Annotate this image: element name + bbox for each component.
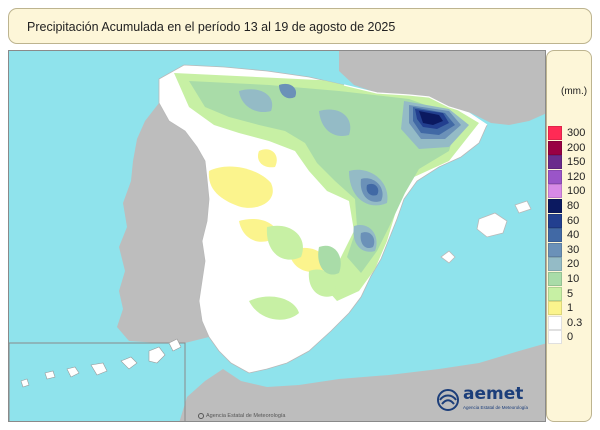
- canary-inset-frame: [9, 342, 186, 421]
- aemet-logo-text: aemet: [463, 384, 524, 404]
- legend-swatch: [548, 228, 562, 243]
- zone-1mm: [208, 166, 273, 208]
- map-title-box: Precipitación Acumulada en el período 13…: [8, 8, 592, 44]
- legend-swatch: [548, 184, 562, 199]
- legend-swatch: [548, 301, 562, 316]
- menorca-island: [514, 200, 532, 214]
- aemet-logo-icon: [437, 389, 459, 411]
- legend-label: 10: [567, 273, 580, 285]
- legend-item: 0: [547, 330, 593, 345]
- map-title: Precipitación Acumulada en el período 13…: [27, 20, 396, 34]
- legend-item: 5: [547, 286, 593, 301]
- legend-label: 200: [567, 141, 586, 154]
- legend-item: 40: [547, 228, 593, 243]
- zone-5mm: [249, 296, 299, 320]
- ibiza-island: [440, 250, 456, 264]
- legend-swatch: [548, 169, 562, 184]
- legend-item: 10: [547, 272, 593, 286]
- legend-label: 0.3: [567, 316, 583, 329]
- legend-item: 0.3: [547, 315, 593, 330]
- zone-80mm: [419, 111, 443, 125]
- legend-label: 120: [567, 170, 586, 183]
- zone-40mm: [366, 183, 379, 196]
- legend-item: 20: [547, 257, 593, 272]
- legend-swatch: [548, 286, 562, 301]
- legend-item: 120: [547, 169, 593, 184]
- legend-item: 300: [547, 126, 593, 140]
- zone-5mm: [266, 225, 303, 260]
- legend-swatch: [548, 330, 562, 345]
- legend-item: 60: [547, 213, 593, 228]
- credit-text: Agencia Estatal de Meteorología: [206, 413, 286, 419]
- legend-label: 150: [567, 156, 586, 169]
- zone-5mm: [308, 269, 336, 297]
- zone-10mm: [189, 81, 459, 273]
- legend-item: 30: [547, 242, 593, 257]
- canary-islands: [20, 338, 182, 388]
- legend-swatch: [548, 242, 562, 257]
- legend-swatch: [548, 140, 562, 155]
- map-svg: [9, 51, 545, 421]
- legend-swatch: [548, 257, 562, 272]
- legend-label: 60: [567, 214, 580, 227]
- legend-label: 1: [567, 302, 574, 315]
- legend-label: 100: [567, 185, 586, 198]
- legend-swatch: [548, 126, 562, 140]
- legend-swatch: [548, 155, 562, 170]
- legend-item: 100: [547, 184, 593, 199]
- legend-swatch: [548, 315, 562, 330]
- legend-panel: (mm.) 300 200 150 120 100 80 60 40 30 20 10 5 1 0.3 0: [546, 50, 592, 422]
- precipitation-map: [8, 50, 546, 422]
- north-africa-landmass: [179, 343, 545, 421]
- aemet-logo: aemet Agencia Estatal de Meteorología: [436, 384, 536, 416]
- legend-item: 80: [547, 199, 593, 213]
- copyright-icon: [198, 413, 204, 419]
- legend-item: 200: [547, 140, 593, 155]
- zone-1mm: [257, 149, 277, 168]
- precipitation-zones: [174, 73, 479, 320]
- legend-label: 20: [567, 258, 580, 271]
- legend-label: 300: [567, 127, 586, 139]
- legend-swatch: [548, 272, 562, 286]
- legend-label: 0: [567, 331, 574, 344]
- legend-label: 80: [567, 200, 580, 212]
- legend-swatch: [548, 199, 562, 213]
- zone-20mm: [319, 109, 351, 136]
- france-landmass: [339, 51, 545, 125]
- legend-label: 40: [567, 229, 580, 242]
- mallorca-island: [476, 212, 508, 238]
- legend-item: 150: [547, 155, 593, 170]
- zone-20mm: [239, 89, 273, 113]
- zone-30mm: [360, 232, 375, 249]
- zone-30mm: [279, 83, 297, 99]
- legend-swatch: [548, 213, 562, 228]
- aemet-logo-subtitle: Agencia Estatal de Meteorología: [463, 405, 529, 410]
- legend-unit-label: (mm.): [561, 86, 588, 97]
- legend-label: 30: [567, 243, 580, 256]
- pyrenees-border: [343, 84, 488, 126]
- legend-label: 5: [567, 287, 574, 300]
- zone-10mm: [318, 245, 341, 275]
- portugal-landmass: [117, 103, 209, 343]
- legend-item: 1: [547, 301, 593, 316]
